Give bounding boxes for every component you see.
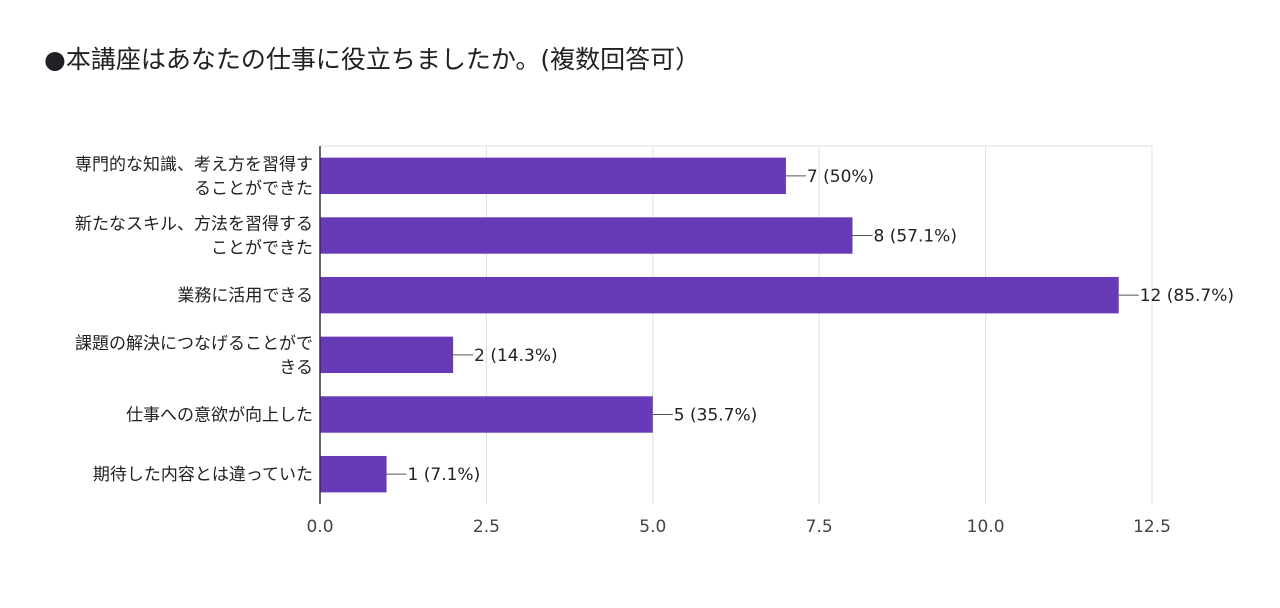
bar: [320, 276, 1119, 314]
x-tick-labels: 0.0 2.5 5.0 7.5 10.0 12.5: [306, 517, 1170, 537]
x-tick-label: 10.0: [967, 517, 1005, 537]
category-label: 専門的な知識、考え方を習得す: [75, 155, 313, 175]
x-tick-label: 5.0: [639, 517, 666, 537]
category-label: ことができた: [211, 239, 313, 259]
x-tick-label: 12.5: [1133, 517, 1171, 537]
category-label: 業務に活用できる: [177, 286, 313, 306]
x-tick-label: 7.5: [806, 517, 833, 537]
category-label: 仕事への意欲が向上した: [126, 406, 313, 426]
bar: [320, 455, 387, 493]
category-label: 新たなスキル、方法を習得する: [75, 215, 313, 235]
bar: [320, 396, 653, 433]
bar: [320, 157, 786, 195]
category-label: きる: [279, 358, 313, 378]
category-label: 課題の解決につなげることがで: [75, 334, 313, 354]
value-label: 1 (7.1%): [408, 465, 481, 485]
x-tick-label: 0.0: [306, 517, 333, 537]
grid-lines: [320, 145, 1153, 504]
category-labels: 専門的な知識、考え方を習得することができた新たなスキル、方法を習得することができ…: [75, 155, 313, 485]
value-label: 12 (85.7%): [1140, 286, 1234, 306]
category-label: 期待した内容とは違っていた: [93, 465, 313, 485]
bar: [320, 217, 853, 254]
value-label: 7 (50%): [807, 167, 874, 187]
chart-title: ●本講座はあなたの仕事に役立ちましたか。(複数回答可）: [44, 45, 701, 74]
value-label: 2 (14.3%): [474, 346, 558, 366]
x-tick-label: 2.5: [473, 517, 500, 537]
bar: [320, 336, 454, 374]
value-label: 8 (57.1%): [873, 227, 957, 247]
value-label: 5 (35.7%): [674, 406, 758, 426]
bars: 7 (50%) 8 (57.1%) 12 (85.7%) 2 (14.3%) 5 (35…: [320, 157, 1234, 493]
category-label: ることができた: [194, 179, 313, 199]
